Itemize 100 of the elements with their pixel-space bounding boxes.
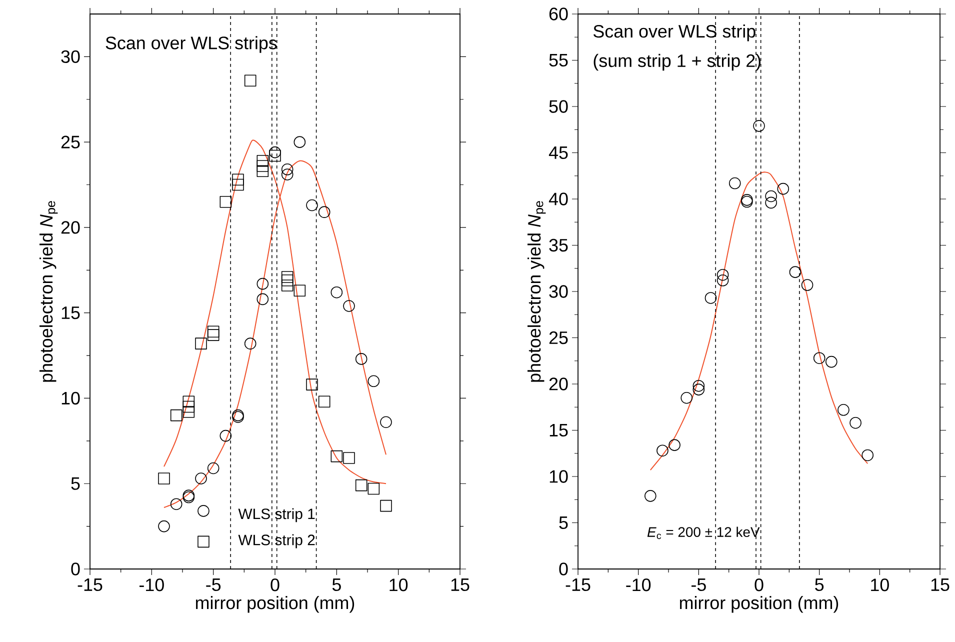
y-tick-label: 30 [61,50,80,64]
y-tick-label: 20 [549,378,568,390]
x-tick-label: 0 [754,578,764,592]
y-tick-label: 45 [548,146,568,159]
x-tick-label: 15 [451,578,470,592]
point [220,430,232,442]
point [158,520,170,532]
x-tick-label: 0 [270,578,280,592]
y-tick-label: 60 [549,8,568,20]
point [380,416,392,428]
point [318,396,330,408]
point [244,74,256,86]
point [281,274,294,286]
x-tick-label: 10 [390,578,408,592]
x-axis-title: mirror position (mm) [680,596,838,613]
point [368,375,380,388]
y-tick-label: 25 [549,331,568,344]
point [195,472,207,484]
annotation: (sum strip 1 + strip 2) [594,54,760,71]
x-tick-label: -15 [78,578,102,592]
point [777,182,790,195]
annotation: WLS strip 1 [238,508,315,522]
point [692,384,705,396]
point [692,380,705,392]
x-tick-label: -10 [626,578,651,592]
x-axis-title: mirror position (mm) [196,596,354,613]
point [838,404,850,416]
point [256,160,269,172]
y-tick-label: 5 [71,477,80,490]
point [306,378,318,390]
y-axis-title: photoelectron yield N$_{pe}$ [528,201,546,382]
y-tick-label: 15 [62,306,80,320]
point [294,136,306,148]
point [220,196,232,208]
point [753,120,765,132]
point [281,168,294,180]
y-tick-label: 25 [61,136,80,148]
point [269,150,281,162]
point [716,274,729,286]
point [704,292,717,304]
y-tick-label: 20 [61,221,80,234]
y-tick-label: 15 [550,424,568,436]
point [656,444,668,456]
x-tick-label: -5 [692,578,706,592]
point [306,199,318,212]
point [716,268,729,281]
point [644,490,656,502]
point [765,196,777,209]
point [294,284,306,297]
x-tick-label: 5 [815,578,824,592]
point [813,352,826,364]
x-tick-label: -15 [566,578,590,592]
annotation: Scan over WLS strip [593,24,756,42]
point [330,450,343,462]
point [355,479,368,492]
point [850,416,862,429]
annotation: WLS strip 2 [238,534,315,548]
point [269,146,281,158]
y-tick-label: 35 [549,238,568,252]
point [244,338,256,350]
point [207,329,220,341]
point [256,278,269,290]
y-tick-label: 10 [550,470,568,483]
point [668,439,680,451]
x-tick-label: -10 [140,578,164,592]
point [170,409,182,422]
point [862,449,874,462]
point [318,206,330,218]
point [170,498,182,510]
y-tick-label: 10 [62,392,80,405]
point [232,174,244,186]
annotation: Scan over WLS strips [106,36,277,53]
y-tick-label: 55 [549,54,568,66]
point [826,356,838,368]
y-axis-title: photoelectron yield N$_{pe}$ [40,201,58,382]
point [198,505,210,517]
point [232,178,244,191]
point [207,462,220,474]
x-tick-label: 5 [332,578,341,592]
y-tick-label: 40 [548,192,568,206]
line-series [650,172,868,471]
point [343,300,355,312]
point [182,396,195,408]
point [801,279,814,291]
point [281,280,294,292]
point [256,154,269,167]
y-tick-label: 5 [559,516,568,529]
point [281,271,294,283]
x-tick-label: 10 [871,578,889,592]
y-tick-label: 0 [71,562,80,576]
point [256,165,269,177]
x-tick-label: 15 [931,578,950,592]
point [330,286,343,298]
y-tick-label: 50 [549,100,568,113]
point [256,293,269,306]
point [182,406,195,418]
point [680,392,693,404]
point [368,482,380,495]
point [355,353,368,365]
point [765,190,777,202]
